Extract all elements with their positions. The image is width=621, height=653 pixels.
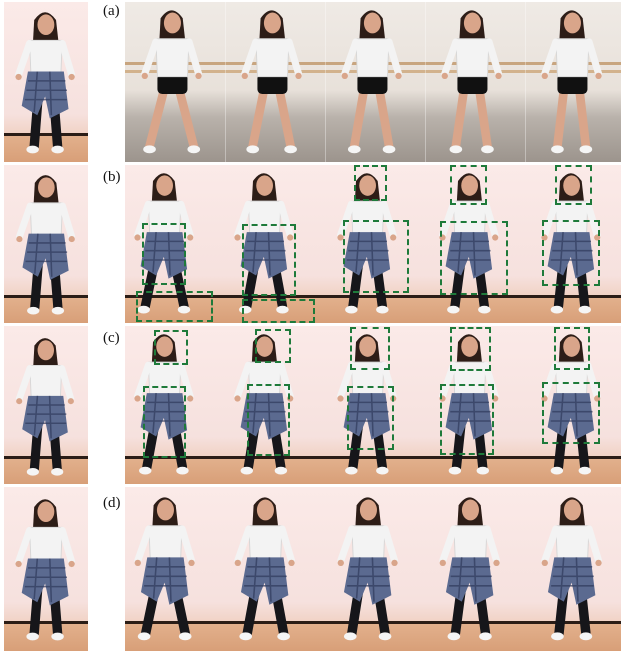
dancer-figure bbox=[15, 175, 75, 315]
dancer-figure bbox=[15, 338, 75, 476]
dashed-bounding-box bbox=[440, 384, 494, 455]
dancer-figure bbox=[233, 497, 295, 641]
dancer-figure bbox=[134, 334, 195, 475]
frame-strip-b bbox=[125, 165, 621, 323]
dancer-figure bbox=[140, 10, 202, 154]
dancer-figure bbox=[541, 334, 602, 475]
dashed-bounding-box bbox=[555, 165, 592, 205]
dashed-bounding-box bbox=[242, 299, 315, 323]
dancer-figure bbox=[440, 10, 502, 154]
reference-frame-b bbox=[4, 165, 88, 323]
dancer-figure bbox=[240, 10, 302, 154]
dancer-figure bbox=[337, 334, 398, 475]
frame-strip-c bbox=[125, 326, 621, 484]
dashed-bounding-box bbox=[154, 330, 188, 365]
dancer-figure bbox=[540, 10, 602, 154]
row-label-c: (c) bbox=[103, 330, 120, 346]
dancer-figure bbox=[15, 499, 76, 641]
reference-frame-c bbox=[4, 326, 88, 484]
frame-strip-a bbox=[125, 2, 621, 162]
dashed-bounding-box bbox=[554, 327, 590, 370]
dancer-figure bbox=[438, 497, 500, 641]
dancer-figure bbox=[340, 10, 402, 154]
dashed-bounding-box bbox=[247, 384, 290, 456]
dashed-bounding-box bbox=[450, 165, 487, 205]
frame-strip-d bbox=[125, 487, 621, 651]
dashed-bounding-box bbox=[542, 382, 600, 444]
row-label-d: (d) bbox=[103, 495, 121, 511]
dashed-bounding-box bbox=[440, 221, 508, 295]
dashed-bounding-box bbox=[142, 223, 186, 285]
dashed-bounding-box bbox=[542, 220, 600, 286]
dashed-bounding-box bbox=[347, 386, 394, 450]
dancer-figure bbox=[439, 173, 500, 314]
dashed-bounding-box bbox=[343, 220, 409, 293]
dashed-bounding-box bbox=[354, 165, 387, 201]
dancer-figure bbox=[540, 497, 602, 641]
reference-frame-d bbox=[4, 487, 88, 651]
dashed-bounding-box bbox=[242, 224, 296, 296]
dashed-bounding-box bbox=[143, 386, 186, 458]
dashed-bounding-box bbox=[350, 327, 390, 370]
dancer-figure bbox=[541, 173, 602, 314]
row-label-b: (b) bbox=[103, 169, 121, 185]
reference-frame-a bbox=[4, 2, 88, 162]
dashed-bounding-box bbox=[450, 327, 491, 371]
dancer-figure bbox=[15, 12, 76, 154]
dancer-figure bbox=[133, 497, 195, 641]
row-label-a: (a) bbox=[103, 3, 120, 19]
dancer-figure bbox=[134, 173, 195, 314]
dashed-bounding-box bbox=[136, 291, 213, 322]
dashed-bounding-box bbox=[255, 329, 291, 363]
dancer-figure bbox=[336, 497, 398, 641]
dancer-figure bbox=[439, 334, 500, 475]
dancer-figure bbox=[234, 173, 295, 314]
